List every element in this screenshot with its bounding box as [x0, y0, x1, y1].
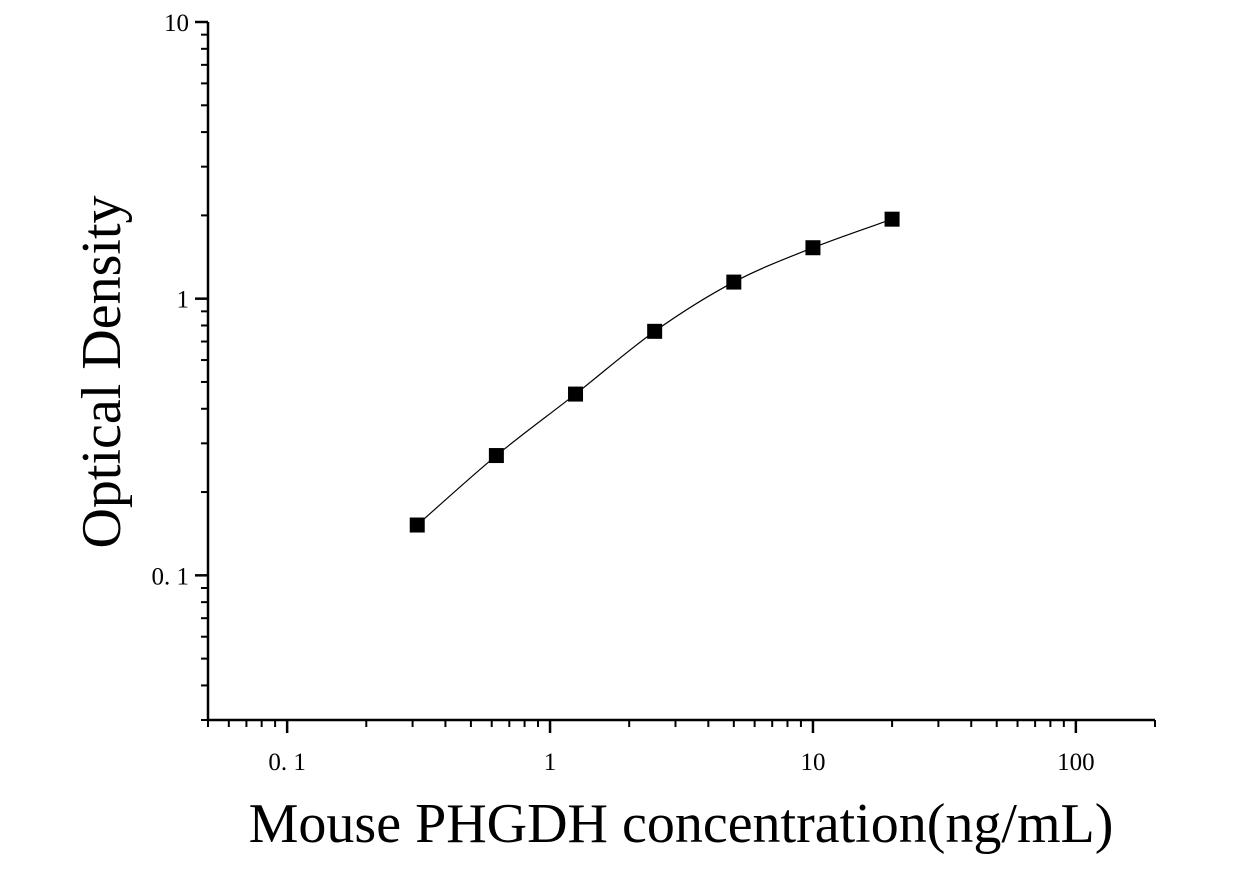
x-axis-ticks: 0. 1 1 10 100 — [207, 720, 1156, 776]
data-point — [647, 323, 663, 339]
x-tick-label: 100 — [1057, 749, 1095, 776]
y-tick-label: 0. 1 — [152, 563, 190, 590]
x-tick-label: 10 — [800, 749, 825, 776]
y-tick-label: 1 — [177, 287, 190, 314]
axes: 0. 1 1 10 0. 1 1 10 100 — [152, 10, 1156, 776]
y-axis-ticks: 0. 1 1 10 — [152, 10, 208, 721]
data-point — [805, 240, 821, 256]
x-tick-label: 0. 1 — [268, 749, 306, 776]
y-tick-label: 10 — [164, 10, 189, 37]
x-tick-label: 1 — [544, 749, 557, 776]
y-axis-title: Optical Density — [71, 195, 133, 548]
data-point — [488, 448, 504, 464]
fit-curve — [416, 218, 893, 526]
data-point — [568, 386, 584, 402]
data-point — [884, 211, 900, 227]
plot-area — [409, 211, 900, 533]
data-markers — [409, 211, 900, 533]
data-point — [726, 274, 742, 290]
x-axis-title: Mouse PHGDH concentration(ng/mL) — [249, 793, 1114, 855]
data-point — [409, 517, 425, 533]
